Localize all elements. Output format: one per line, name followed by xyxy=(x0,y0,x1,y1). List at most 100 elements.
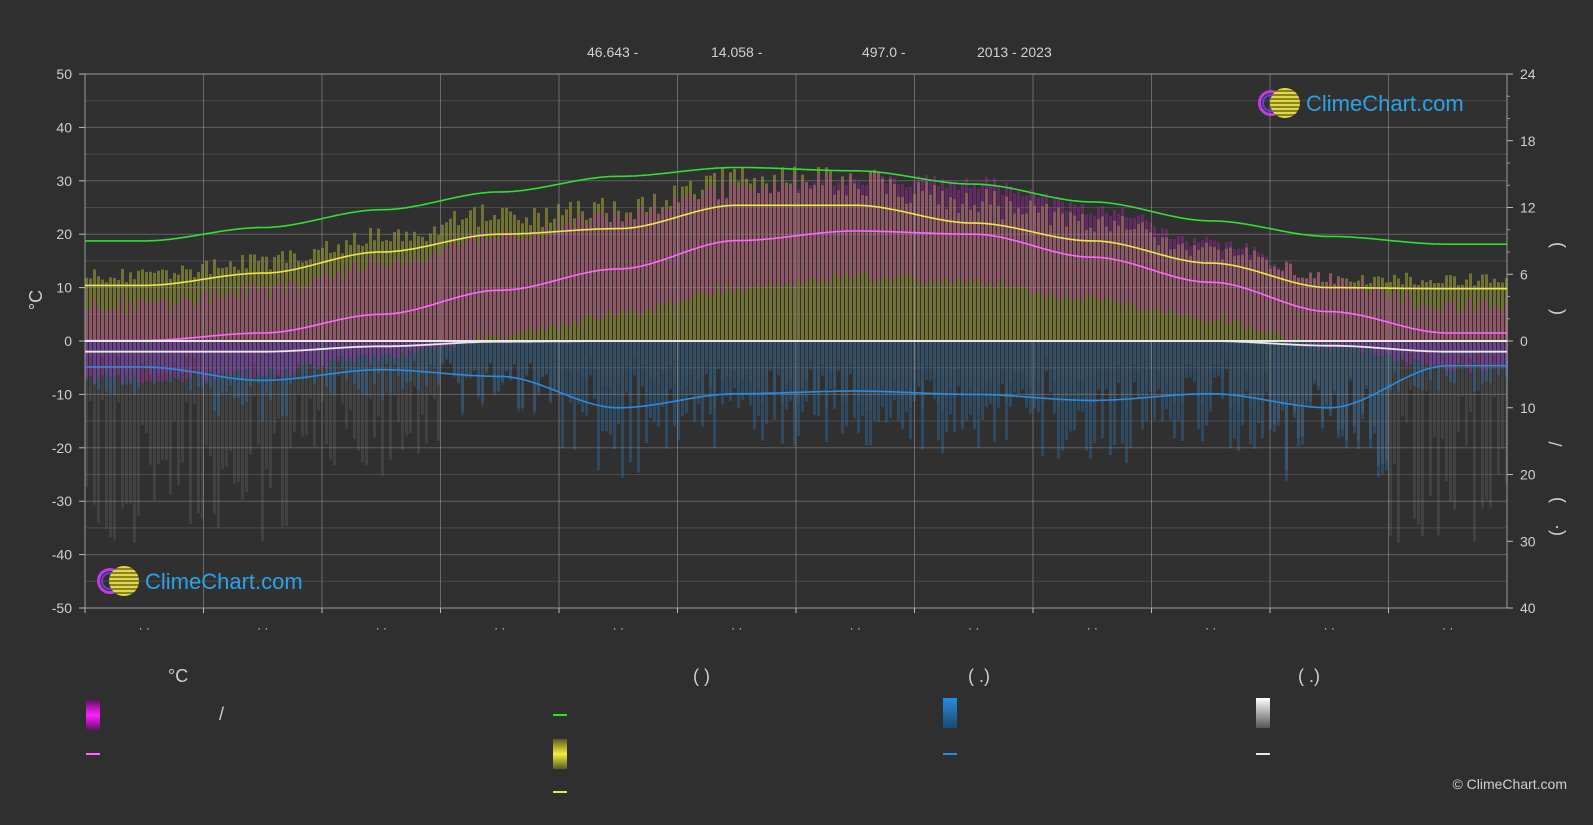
logo-top-right[interactable]: ClimeChart.com xyxy=(1258,88,1464,120)
temp-range-bar xyxy=(1265,256,1268,333)
sunshine-bar xyxy=(1013,213,1016,341)
sunshine-bar xyxy=(1301,277,1304,341)
snow-bar xyxy=(689,341,692,375)
rain-bar xyxy=(1321,341,1324,429)
temp-range-bar xyxy=(1201,240,1204,321)
rain-bar xyxy=(761,341,764,441)
temp-range-bar xyxy=(1037,197,1040,292)
rain-bar xyxy=(625,341,628,393)
rain-bar xyxy=(465,341,468,378)
rain-bar xyxy=(1489,341,1492,384)
sunshine-bar xyxy=(1153,236,1156,341)
sunshine-bar xyxy=(1417,284,1420,341)
temp-range-bar xyxy=(829,174,832,282)
temp-range-bar xyxy=(601,210,604,320)
rain-bar xyxy=(1241,341,1244,426)
temp-range-bar xyxy=(1481,300,1484,372)
sunshine-bar xyxy=(1105,226,1108,341)
legend-snow-title: ( .) xyxy=(1298,666,1320,686)
sunshine-bar xyxy=(741,167,744,341)
rain-bar xyxy=(121,341,124,386)
sunshine-bar xyxy=(445,222,448,341)
sunshine-bar xyxy=(645,212,648,341)
sunshine-bar xyxy=(817,167,820,341)
snow-bar xyxy=(325,341,328,445)
sunshine-bar xyxy=(1393,274,1396,341)
snow-bar xyxy=(1029,341,1032,387)
y-left-tick-label: 50 xyxy=(56,66,72,82)
sunshine-bar xyxy=(829,171,832,341)
rain-bar xyxy=(789,341,792,401)
sunshine-bar xyxy=(361,245,364,341)
temp-range-bar xyxy=(817,173,820,285)
temp-range-bar xyxy=(1237,248,1240,322)
snow-bar xyxy=(1305,341,1308,401)
snow-bar xyxy=(785,341,788,385)
sunshine-bar xyxy=(1369,283,1372,341)
temp-range-bar xyxy=(993,178,996,289)
rain-bar xyxy=(361,341,364,395)
sunshine-bar xyxy=(465,218,468,341)
rain-bar xyxy=(809,341,812,370)
sunshine-bar xyxy=(101,279,104,341)
rain-bar xyxy=(617,341,620,425)
temp-range-bar xyxy=(1177,235,1180,316)
sunshine-bar xyxy=(449,218,452,341)
rain-bar xyxy=(909,341,912,440)
temp-range-bar xyxy=(1173,239,1176,312)
snow-bar xyxy=(909,341,912,407)
snow-bar xyxy=(101,341,104,401)
sunshine-bar xyxy=(1481,274,1484,341)
temp-range-bar xyxy=(1337,277,1340,349)
sunshine-bar xyxy=(1245,247,1248,341)
temp-range-bar xyxy=(645,215,648,309)
legend-snow-swatch xyxy=(1256,698,1270,728)
snow-bar xyxy=(1217,341,1220,364)
temp-range-bar xyxy=(729,184,732,291)
rain-bar xyxy=(105,341,108,392)
climechart-logo-icon xyxy=(97,566,139,598)
rain-bar xyxy=(185,341,188,358)
rain-bar xyxy=(101,341,104,357)
rain-bar xyxy=(593,341,596,399)
sunshine-bar xyxy=(497,219,500,341)
temp-range-bar xyxy=(253,283,256,378)
snow-bar xyxy=(1385,341,1388,461)
sunshine-bar xyxy=(993,190,996,341)
temp-range-bar xyxy=(357,270,360,356)
temp-range-bar xyxy=(1449,300,1452,372)
snow-bar xyxy=(429,341,432,395)
rain-bar xyxy=(845,341,848,427)
rain-bar xyxy=(941,341,944,454)
rain-bar xyxy=(621,341,624,478)
snow-bar xyxy=(625,341,628,367)
temp-range-bar xyxy=(377,257,380,361)
temp-range-bar xyxy=(1421,303,1424,365)
rain-bar xyxy=(181,341,184,374)
sunshine-bar xyxy=(1317,271,1320,341)
temp-range-bar xyxy=(577,215,580,325)
snow-bar xyxy=(417,341,420,454)
sunshine-bar xyxy=(245,268,248,341)
rain-bar xyxy=(1217,341,1220,377)
snow-bar xyxy=(1485,341,1488,500)
temp-range-bar xyxy=(1217,242,1220,320)
sunshine-bar xyxy=(481,204,484,341)
rain-bar xyxy=(425,341,428,386)
temp-range-bar xyxy=(265,285,268,376)
sunshine-bar xyxy=(1061,213,1064,341)
sunshine-bar xyxy=(749,183,752,341)
temp-range-bar xyxy=(1401,303,1404,357)
rain-bar xyxy=(517,341,520,409)
temp-range-bar xyxy=(1469,298,1472,373)
sunshine-bar xyxy=(1045,204,1048,341)
sunshine-bar xyxy=(1157,245,1160,341)
y-left-tick-label: 0 xyxy=(64,333,72,349)
sunshine-bar xyxy=(1197,249,1200,341)
sunshine-bar xyxy=(1233,256,1236,341)
logo-bottom-left[interactable]: ClimeChart.com xyxy=(97,566,303,598)
sunshine-bar xyxy=(177,274,180,341)
sunshine-bar xyxy=(345,240,348,341)
y-right-unit: ) xyxy=(1546,497,1566,503)
rain-bar xyxy=(1333,341,1336,395)
